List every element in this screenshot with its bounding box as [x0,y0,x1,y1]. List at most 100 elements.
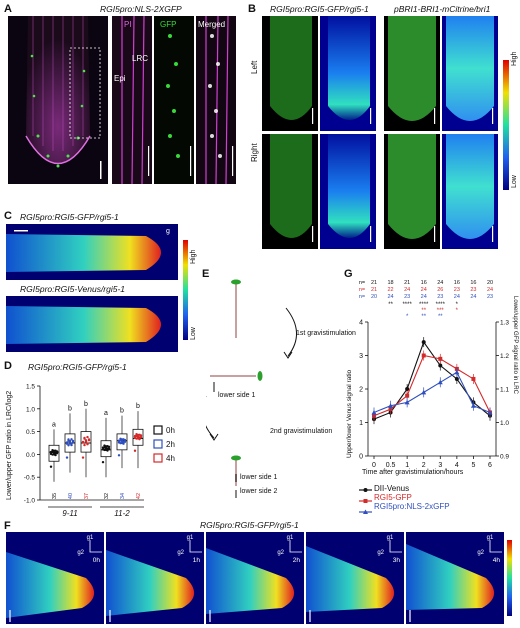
panel-f-title: RGI5pro:RGI5-GFP/rgi5-1 [200,520,299,530]
d-legend-swatch [153,425,163,435]
panel-f-frame: g1 g2 1h [106,532,204,624]
d-point [86,435,89,439]
panel-g-xlabel: Time after gravistimulation/hours [362,469,464,476]
g-n-label: n= [359,294,365,300]
d-point [86,443,89,446]
g-point [487,409,493,415]
g-n-value: 24 [487,287,493,293]
d-count: 37 [84,493,90,499]
panel-a-channel-merged: Merged [198,20,226,29]
d-point [139,434,143,437]
d-point [101,460,105,464]
d-point [83,437,86,440]
panel-e-letter: E [202,268,210,280]
panel-a-label-epi: Epi [114,74,126,83]
d-count: 35 [52,493,58,499]
f-timepoint: 1h [193,557,201,564]
legend-dii-venus: DII-Venus [374,484,410,493]
g-xtick-label: 0 [372,462,376,469]
d-point [107,445,111,449]
g-ytick-left-label: 0 [359,454,363,461]
d-legend-label: 0h [166,426,175,435]
g-significance: * [456,308,459,314]
panel-b-image-grid [262,16,498,250]
f-root [206,548,295,614]
d-ytick-label: -1.0 [24,498,36,505]
f-axis-g1: g1 [487,535,494,541]
d-legend-swatch [153,439,163,449]
d-point [49,465,53,468]
panel-f-frame: g1 g2 2h [206,532,304,624]
d-legend-swatch [153,453,163,463]
g-significance: * [406,314,409,320]
g-point [438,356,443,361]
d-point [123,438,127,442]
g-point [405,387,410,391]
g-n-value: 21 [404,280,410,286]
g-n-value: 24 [454,294,460,300]
g-point [371,409,377,415]
g-ytick-left-label: 4 [359,320,363,327]
panel-c-letter: C [4,210,12,222]
g-series-line [373,354,491,417]
d-point [123,440,127,444]
d-legend-label: 4h [166,454,175,463]
f-root [306,546,395,612]
f-axis-g1: g1 [387,535,394,541]
g-point [421,389,427,395]
g-n-label: n= [359,280,365,286]
d-point [87,439,91,442]
panel-a-label-lrc: LRC [132,54,149,63]
panel-c-image-1 [6,224,178,280]
g-significance: **** [436,302,446,308]
g-xtick-label: 0.5 [386,462,396,469]
panel-g-legend-markers [359,488,372,514]
f-root [406,544,495,610]
d-sig-letter: a [52,421,56,428]
panel-f-frame-image: g1 g2 0h [6,535,102,622]
f-timepoint: 4h [493,557,501,564]
d-ytick-label: 0.5 [26,429,35,436]
f-axes-marker [189,540,202,553]
panel-b-scale-high: High [511,51,518,66]
panel-a-overview-image [8,16,108,184]
f-root [6,552,95,618]
f-axis-g2: g2 [77,550,84,556]
g-ytick-left-label: 1 [359,420,363,427]
d-point [55,452,59,455]
panel-e-second-gravistim: 2nd gravistimulation [270,428,333,435]
d-point [67,444,70,447]
d-point [65,456,69,459]
f-timepoint: 2h [293,557,301,564]
g-ytick-right-label: 1.2 [500,353,509,360]
g-xtick-label: 4 [455,462,459,469]
d-sig-letter: b [68,405,72,412]
d-point [54,453,57,457]
panel-c-title-2: RGI5pro:RGI5-Venus/rgi5-1 [20,284,126,294]
panel-c-image-2 [6,296,178,352]
panel-b-row-right: Right [250,143,259,162]
d-ytick-label: -0.5 [24,475,36,482]
f-axes-marker [289,540,302,553]
panel-d-letter: D [4,360,12,372]
f-axis-g1: g1 [87,535,94,541]
g-n-value: 23 [470,287,476,293]
g-point [454,376,459,381]
d-count: 40 [68,493,74,499]
panel-f-frame-image: g1 g2 2h [206,535,302,622]
g-ytick-left-label: 3 [359,353,363,360]
f-axis-g2: g2 [477,550,484,556]
g-n-value: 23 [437,294,443,300]
f-axis-g2: g2 [177,550,184,556]
g-significance: **** [419,302,429,308]
panel-e-lower-side-1a: lower side 1 [218,392,256,399]
g-n-value: 21 [371,287,377,293]
panel-g-ylabel-right: Lower/upper GFP signal ratio in LRC [512,296,518,394]
panel-a-channel-pi: PI [124,20,132,29]
g-ytick-right-label: 1.3 [500,320,509,327]
panel-f-colorbar [507,540,512,616]
d-point [133,449,137,452]
g-n-value: 24 [437,280,443,286]
g-significance: ** [438,314,443,320]
g-n-value: 26 [437,287,443,293]
